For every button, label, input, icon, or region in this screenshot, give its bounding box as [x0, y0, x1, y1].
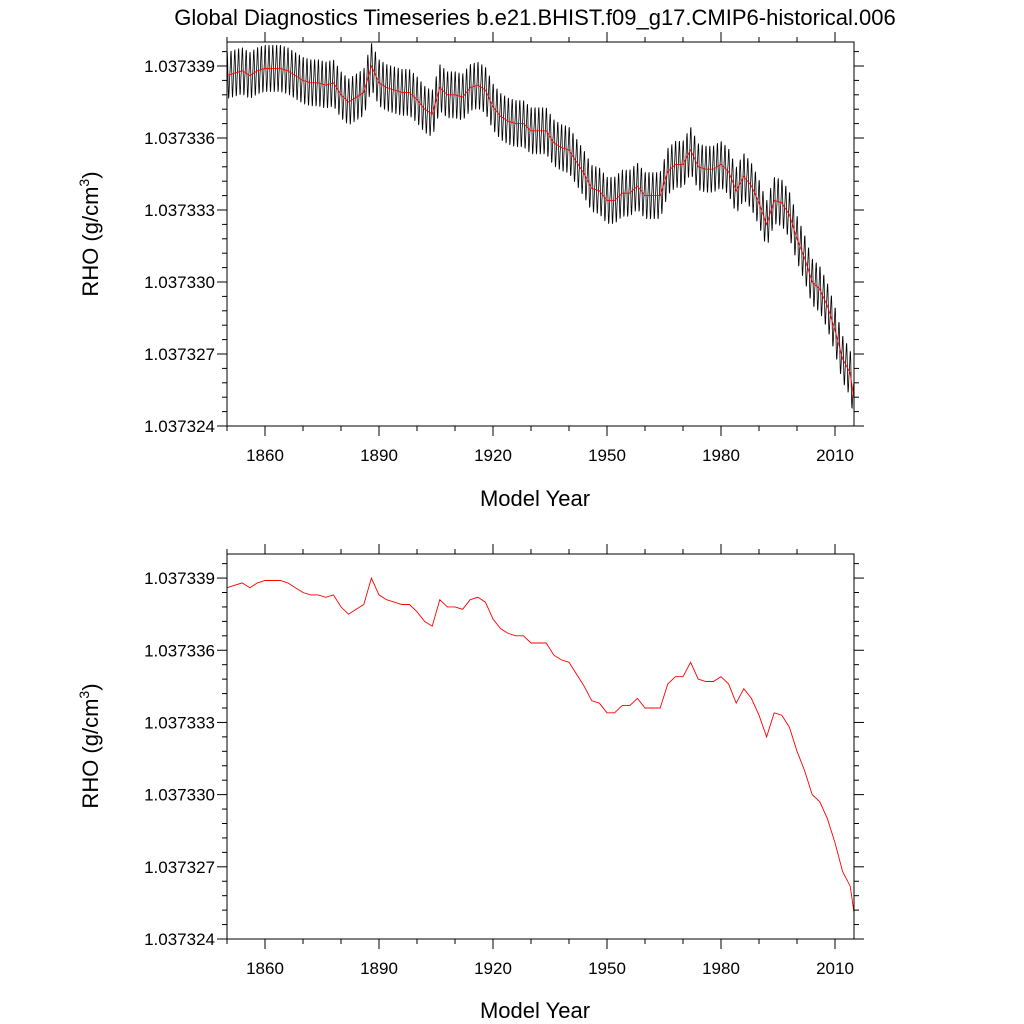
- bottom-xtick-labels: 1860 1890 1920 1950 1980 2010: [246, 959, 854, 978]
- ytick-label: 1.037336: [144, 641, 215, 660]
- bottom-ytick-labels: 1.037324 1.037327 1.037330 1.037333 1.037336…: [144, 569, 215, 949]
- top-xlabel: Model Year: [480, 486, 590, 511]
- ytick-label: 1.037330: [144, 273, 215, 292]
- ytick-label: 1.037327: [144, 345, 215, 364]
- xtick-label: 1860: [246, 959, 284, 978]
- ytick-label: 1.037339: [144, 569, 215, 588]
- bottom-annual-series: [226, 576, 855, 913]
- xtick-label: 1950: [588, 959, 626, 978]
- top-monthly-series: [226, 43, 855, 410]
- xtick-label: 2010: [816, 446, 854, 465]
- monthly-line: [226, 43, 855, 410]
- top-xtick-labels: 1860 1890 1920 1950 1980 2010: [246, 446, 854, 465]
- xtick-label: 1860: [246, 446, 284, 465]
- bottom-plot-frame: [226, 553, 855, 940]
- ytick-label: 1.037330: [144, 786, 215, 805]
- ytick-label: 1.037333: [144, 713, 215, 732]
- bottom-ylabel: RHO (g/cm3): [76, 683, 103, 808]
- xtick-label: 1920: [474, 446, 512, 465]
- xtick-label: 1890: [360, 446, 398, 465]
- ytick-label: 1.037339: [144, 57, 215, 76]
- ytick-label: 1.037324: [144, 417, 215, 436]
- bottom-ticks: [217, 544, 864, 949]
- bottom-xlabel: Model Year: [480, 998, 590, 1023]
- top-ylabel: RHO (g/cm3): [76, 171, 103, 296]
- xtick-label: 1920: [474, 959, 512, 978]
- top-ytick-labels: 1.037324 1.037327 1.037330 1.037333 1.037336…: [144, 57, 215, 436]
- top-annual-series: [226, 64, 855, 400]
- ytick-label: 1.037333: [144, 201, 215, 220]
- annual-mean-line: [226, 576, 855, 913]
- figure-title: Global Diagnostics Timeseries b.e21.BHIS…: [174, 5, 895, 30]
- bottom-panel: 1.037324 1.037327 1.037330 1.037333 1.037336…: [76, 544, 864, 1023]
- ytick-label: 1.037336: [144, 129, 215, 148]
- top-plot-frame: [226, 41, 855, 427]
- xtick-label: 1980: [702, 446, 740, 465]
- ytick-label: 1.037324: [144, 930, 215, 949]
- annual-mean-line: [226, 64, 855, 400]
- top-ticks: [217, 32, 864, 436]
- xtick-label: 1890: [360, 959, 398, 978]
- ytick-label: 1.037327: [144, 858, 215, 877]
- xtick-label: 1980: [702, 959, 740, 978]
- xtick-label: 2010: [816, 959, 854, 978]
- xtick-label: 1950: [588, 446, 626, 465]
- top-panel: 1.037324 1.037327 1.037330 1.037333 1.037336…: [76, 32, 864, 511]
